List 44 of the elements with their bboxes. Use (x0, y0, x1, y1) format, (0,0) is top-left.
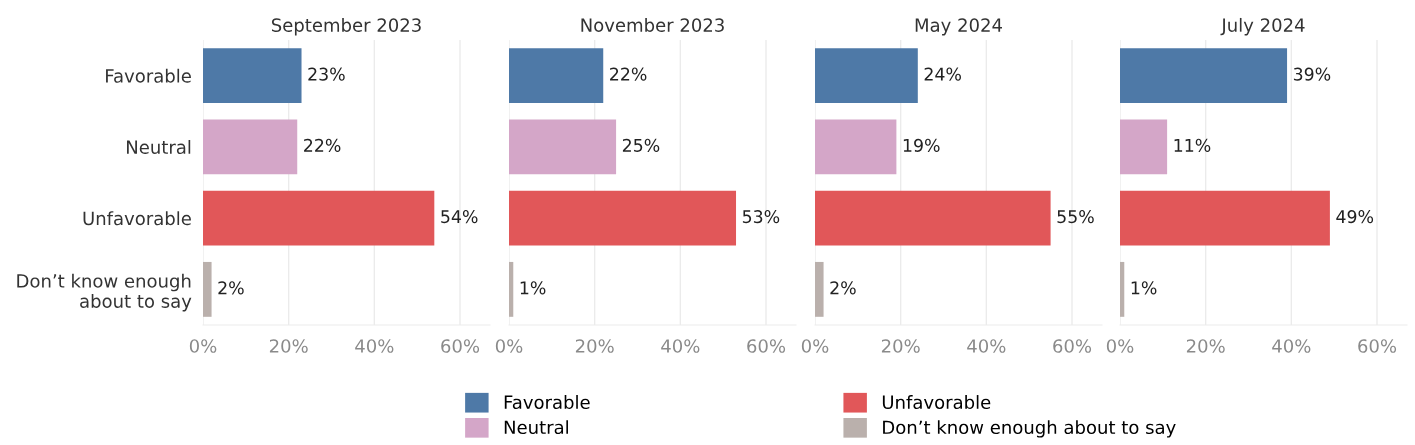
chart-title: May 2024 (915, 18, 1002, 36)
data-label: 11% (1174, 138, 1211, 152)
x-tick-label: 20% (575, 339, 614, 353)
x-tick-label: 60% (1358, 339, 1397, 353)
data-label: 39% (1293, 67, 1331, 81)
y-tick-label: Favorable (106, 68, 191, 83)
data-label: 25% (622, 138, 660, 152)
data-label: 24% (924, 67, 961, 81)
data-label: 54% (441, 210, 478, 224)
data-label: 1% (1131, 281, 1157, 295)
x-tick-label: 0% (1106, 339, 1134, 353)
data-label: 23% (308, 67, 345, 81)
legend-label: Unfavorable (882, 395, 991, 410)
x-tick-label: 20% (269, 339, 308, 353)
y-tick-label: Unfavorable (83, 211, 191, 226)
x-tick-label: 40% (967, 339, 1006, 353)
x-tick-label: 40% (355, 339, 394, 353)
chart-title: July 2024 (1220, 17, 1305, 36)
x-tick-label: 0% (189, 339, 217, 353)
legend-label: Neutral (504, 420, 568, 435)
x-tick-label: 60% (1053, 339, 1092, 353)
y-tick-label: Don’t know enough about to say (17, 273, 192, 312)
data-label: 2% (218, 281, 244, 295)
x-tick-label: 0% (495, 339, 523, 353)
data-label: 53% (742, 210, 780, 224)
y-tick-label: Neutral (127, 140, 191, 154)
x-tick-label: 40% (661, 339, 700, 353)
legend-label: Favorable (504, 395, 590, 410)
data-label: 49% (1336, 210, 1374, 224)
data-label: 22% (610, 67, 647, 81)
x-tick-label: 20% (881, 339, 920, 353)
data-label: 19% (903, 138, 940, 152)
data-label: 1% (520, 281, 546, 295)
data-label: 2% (830, 281, 856, 295)
data-label: 55% (1057, 210, 1094, 224)
legend-label: Don’t know enough about to say (883, 420, 1176, 438)
chart-title: November 2023 (581, 17, 724, 32)
x-tick-label: 60% (747, 339, 786, 353)
x-tick-label: 20% (1186, 339, 1225, 353)
chart-title: September 2023 (271, 17, 421, 36)
x-tick-label: 40% (1272, 339, 1311, 353)
data-label: 22% (304, 138, 341, 152)
x-tick-label: 0% (801, 339, 829, 353)
x-tick-label: 60% (441, 339, 480, 353)
